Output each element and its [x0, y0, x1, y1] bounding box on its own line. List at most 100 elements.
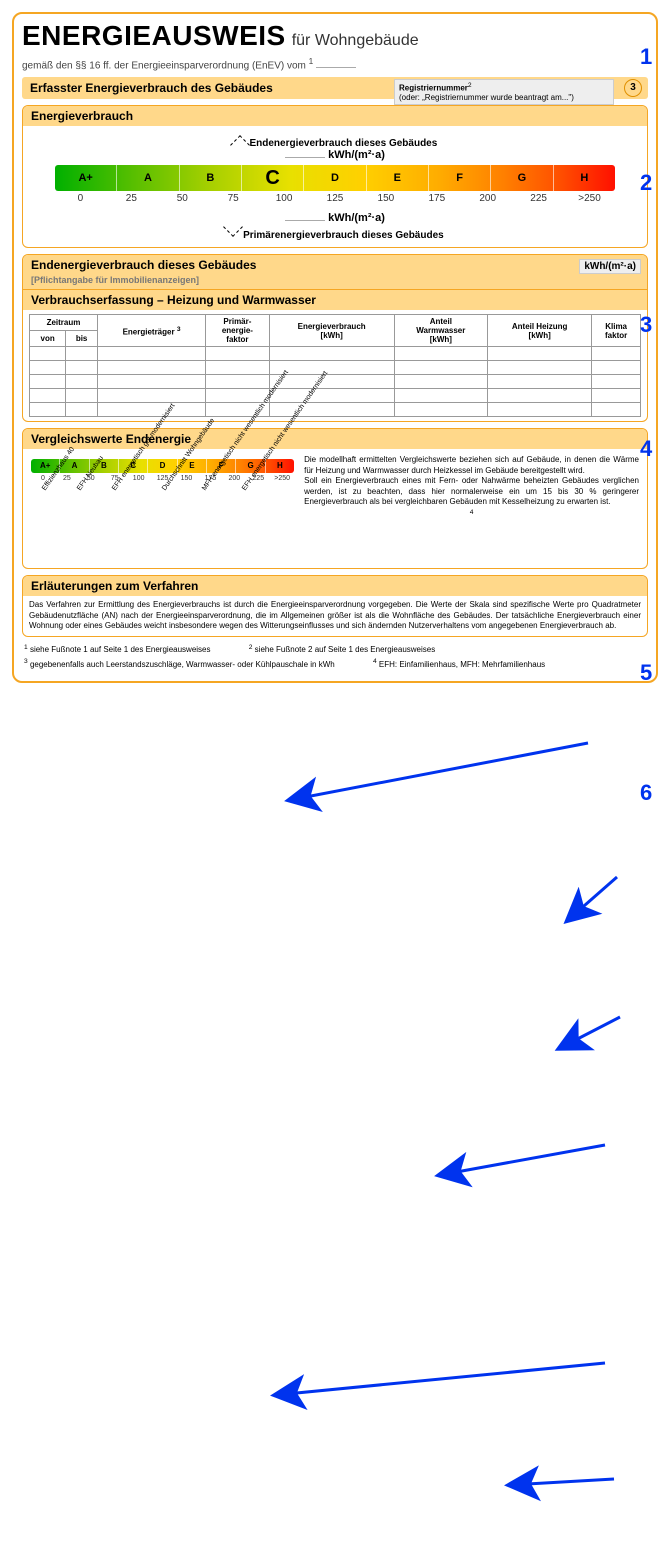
reg-box: Registriernummer2 (oder: „Registriernumm…: [394, 79, 614, 105]
table-row: [30, 389, 641, 403]
table-cell: [97, 375, 205, 389]
page-num-circle: 3: [624, 79, 642, 97]
table-head: Zeitraum Energieträger 3 Primär- energie…: [30, 315, 641, 347]
callout-number-5: 5: [640, 660, 652, 686]
scale-letter-C: C: [242, 165, 304, 191]
scale-letter-E: E: [367, 165, 429, 191]
scale-main: A+ABCDEFGH 0255075100125150175200225>250: [55, 165, 615, 204]
scale-num: 0: [55, 193, 106, 204]
table-cell: [30, 389, 66, 403]
table-cell: [488, 403, 592, 417]
page-subtitle: für Wohngebäude: [292, 32, 419, 50]
col-von: von: [30, 331, 66, 347]
fn2: 2 siehe Fußnote 2 auf Seite 1 des Energi…: [249, 643, 454, 657]
sec-body-table-wrap: Verbrauchserfassung – Heizung und Warmwa…: [23, 289, 647, 421]
vergleich-left: A+ABCDEFGH 0255075100125150175200225>250…: [31, 455, 294, 562]
ptr-bot-label: Primärenergieverbrauch dieses Gebäudes: [243, 230, 444, 241]
table-cell: [66, 389, 98, 403]
scale-num: 150: [175, 475, 199, 482]
table-cell: [394, 389, 487, 403]
subline-text: gemäß den §§ 16 ff. der Energieeinsparve…: [22, 60, 309, 71]
table-cell: [592, 403, 641, 417]
scale-num: >250: [270, 475, 294, 482]
sub-line: gemäß den §§ 16 ff. der Energieeinsparve…: [22, 56, 648, 71]
sec-head-endverbrauch: Endenergieverbrauch dieses Gebäudes [Pfl…: [23, 255, 647, 289]
callout-number-2: 2: [640, 170, 652, 196]
subline-blank: [316, 67, 356, 68]
scale-letter-H: H: [554, 165, 615, 191]
callouts-layer: [0, 695, 670, 1566]
table-row: [30, 403, 641, 417]
sec-head-erl: Erläuterungen zum Verfahren: [23, 576, 647, 596]
scale-num: 25: [55, 475, 79, 482]
scale-nums: 0255075100125150175200225>250: [55, 193, 615, 204]
table-cell: [97, 361, 205, 375]
fn4: 4 EFH: Einfamilienhaus, MFH: Mehrfamilie…: [373, 657, 563, 671]
diag-labels: Effizienzhaus 40EFH NeubauEFH energetisc…: [31, 484, 294, 562]
reg-hint: (oder: „Registriernummer wurde beantragt…: [399, 93, 574, 102]
table-body: [30, 347, 641, 417]
scale-num: 125: [310, 193, 361, 204]
vergleich-footnote-sup: 4: [470, 509, 474, 516]
section-energieverbrauch: Energieverbrauch Endenergieverbrauch die…: [22, 105, 648, 248]
endverbrauch-unit: kWh/(m²·a): [579, 259, 641, 274]
table-row: [30, 361, 641, 375]
table-cell: [66, 347, 98, 361]
scale-num: 75: [208, 193, 259, 204]
table-cell: [66, 375, 98, 389]
section-endverbrauch: Endenergieverbrauch dieses Gebäudes [Pfl…: [22, 254, 648, 422]
table-cell: [206, 361, 270, 375]
scale-letter-D: D: [304, 165, 366, 191]
sec-head-table: Verbrauchserfassung – Heizung und Warmwa…: [23, 289, 647, 310]
scale-num: 100: [259, 193, 310, 204]
endverbrauch-hint: [Pflichtangabe für Immobilienanzeigen]: [31, 275, 199, 285]
table-cell: [592, 347, 641, 361]
scale-num: 50: [157, 193, 208, 204]
ptr-top-label: Endenergieverbrauch dieses Gebäudes: [249, 138, 437, 149]
table-cell: [394, 361, 487, 375]
ptr-bot-unit: kWh/(m²·a): [31, 212, 639, 224]
scale-letter-F: F: [429, 165, 491, 191]
table-cell: [30, 361, 66, 375]
reg-sup: 2: [468, 82, 472, 89]
callout-number-6: 6: [640, 780, 652, 806]
table-cell: [97, 403, 205, 417]
callout-number-1: 1: [640, 44, 652, 70]
table-cell: [488, 347, 592, 361]
fn1: 1 siehe Fußnote 1 auf Seite 1 des Energi…: [24, 643, 229, 657]
table-cell: [394, 347, 487, 361]
table-cell: [592, 361, 641, 375]
col-heiz: Anteil Heizung [kWh]: [488, 315, 592, 347]
table-cell: [269, 347, 394, 361]
table-cell: [269, 389, 394, 403]
scale-bar: A+ABCDEFGH: [55, 165, 615, 191]
table-cell: [488, 361, 592, 375]
scale-num: >250: [564, 193, 615, 204]
scale-num: 200: [222, 475, 246, 482]
table-cell: [66, 361, 98, 375]
scale-num: 175: [411, 193, 462, 204]
callout-number-3: 3: [640, 312, 652, 338]
scale-letter-A: A: [117, 165, 179, 191]
section-vergleich: Vergleichswerte Endenergie A+ABCDEFGH 02…: [22, 428, 648, 569]
scale-letter-B: B: [180, 165, 242, 191]
scale-num: 150: [360, 193, 411, 204]
callout-number-4: 4: [640, 436, 652, 462]
table-cell: [394, 403, 487, 417]
consumption-table: Zeitraum Energieträger 3 Primär- energie…: [29, 314, 641, 417]
table-cell: [66, 403, 98, 417]
table-cell: [488, 375, 592, 389]
table-cell: [206, 389, 270, 403]
table-wrap: Zeitraum Energieträger 3 Primär- energie…: [23, 310, 647, 421]
fn3: 3 gegebenenfalls auch Leerstandszuschläg…: [24, 657, 353, 671]
vergleich-text: Die modellhaft ermittelten Vergleichswer…: [304, 455, 639, 506]
footnotes: 1 siehe Fußnote 1 auf Seite 1 des Energi…: [24, 643, 646, 672]
page-title: ENERGIEAUSWEIS: [22, 20, 286, 52]
title-row: ENERGIEAUSWEIS für Wohngebäude: [22, 20, 648, 52]
sec-body-vergleich: A+ABCDEFGH 0255075100125150175200225>250…: [23, 449, 647, 568]
scale-letter-A+: A+: [55, 165, 117, 191]
table-cell: [206, 375, 270, 389]
table-cell: [206, 347, 270, 361]
scale-num: 225: [513, 193, 564, 204]
vergleich-right: Die modellhaft ermittelten Vergleichswer…: [304, 455, 639, 562]
